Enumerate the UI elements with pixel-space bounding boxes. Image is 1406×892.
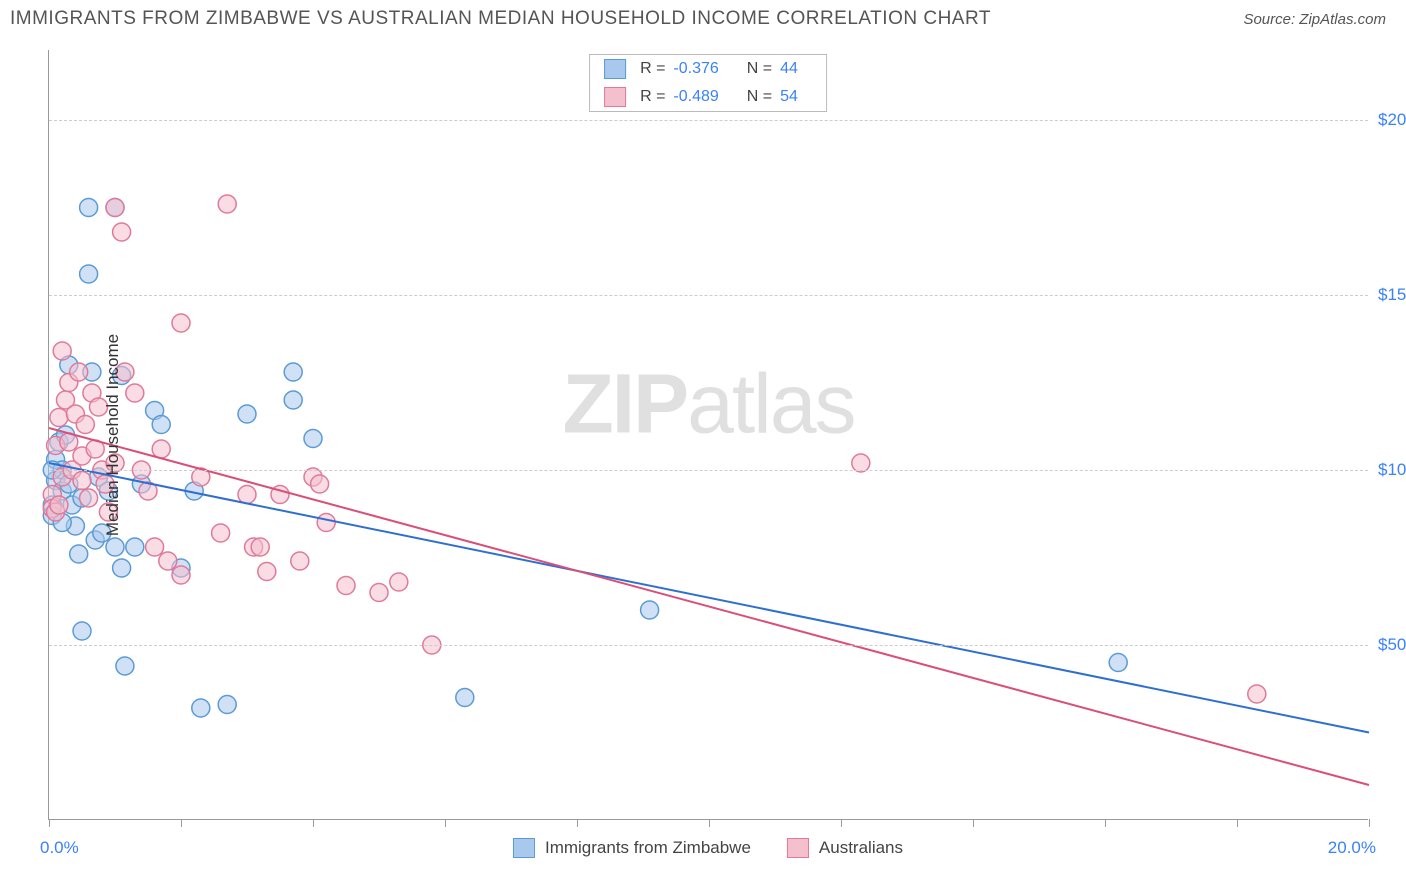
data-point-australians bbox=[258, 563, 276, 581]
data-point-zimbabwe bbox=[456, 689, 474, 707]
chart-container: ZIPatlas $50,000$100,000$150,000$200,000… bbox=[48, 50, 1368, 820]
data-point-australians bbox=[152, 440, 170, 458]
gridline bbox=[49, 470, 1368, 471]
x-tick bbox=[181, 819, 182, 827]
data-point-zimbabwe bbox=[73, 622, 91, 640]
x-tick bbox=[49, 819, 50, 827]
data-point-australians bbox=[113, 223, 131, 241]
data-point-zimbabwe bbox=[106, 538, 124, 556]
data-point-zimbabwe bbox=[152, 416, 170, 434]
r-label: R = bbox=[640, 88, 665, 106]
data-point-australians bbox=[1248, 685, 1266, 703]
n-label: N = bbox=[747, 60, 772, 78]
data-point-australians bbox=[291, 552, 309, 570]
gridline bbox=[49, 120, 1368, 121]
x-axis-max-label: 20.0% bbox=[1328, 838, 1376, 858]
regression-line-zimbabwe bbox=[49, 463, 1369, 733]
r-value-australians: -0.489 bbox=[673, 88, 718, 106]
gridline bbox=[49, 295, 1368, 296]
x-tick bbox=[841, 819, 842, 827]
legend-item-australians: Australians bbox=[787, 838, 903, 858]
data-point-australians bbox=[106, 199, 124, 217]
data-point-australians bbox=[159, 552, 177, 570]
x-tick bbox=[445, 819, 446, 827]
gridline bbox=[49, 645, 1368, 646]
data-point-zimbabwe bbox=[126, 538, 144, 556]
legend-bottom: Immigrants from Zimbabwe Australians bbox=[513, 838, 903, 858]
data-point-australians bbox=[317, 514, 335, 532]
legend-stats-row: R = -0.376 N = 44 bbox=[590, 55, 826, 83]
x-tick bbox=[577, 819, 578, 827]
data-point-zimbabwe bbox=[238, 405, 256, 423]
data-point-zimbabwe bbox=[80, 199, 98, 217]
data-point-australians bbox=[80, 489, 98, 507]
r-label: R = bbox=[640, 60, 665, 78]
data-point-australians bbox=[390, 573, 408, 591]
scatter-svg bbox=[49, 50, 1368, 819]
data-point-zimbabwe bbox=[304, 430, 322, 448]
data-point-australians bbox=[50, 409, 68, 427]
data-point-australians bbox=[238, 486, 256, 504]
data-point-australians bbox=[126, 384, 144, 402]
chart-title: IMMIGRANTS FROM ZIMBABWE VS AUSTRALIAN M… bbox=[10, 8, 991, 30]
r-value-zimbabwe: -0.376 bbox=[673, 60, 718, 78]
legend-swatch-zimbabwe bbox=[513, 838, 535, 858]
data-point-australians bbox=[172, 566, 190, 584]
y-tick-label: $200,000 bbox=[1378, 110, 1406, 130]
x-tick bbox=[1369, 819, 1370, 827]
y-tick-label: $50,000 bbox=[1378, 635, 1406, 655]
data-point-zimbabwe bbox=[80, 265, 98, 283]
data-point-zimbabwe bbox=[113, 559, 131, 577]
legend-swatch-australians bbox=[604, 87, 626, 107]
data-point-australians bbox=[251, 538, 269, 556]
data-point-australians bbox=[311, 475, 329, 493]
legend-stats: R = -0.376 N = 44 R = -0.489 N = 54 bbox=[589, 54, 827, 112]
x-tick bbox=[973, 819, 974, 827]
data-point-australians bbox=[370, 584, 388, 602]
legend-label-zimbabwe: Immigrants from Zimbabwe bbox=[545, 838, 751, 858]
x-tick bbox=[1105, 819, 1106, 827]
data-point-australians bbox=[70, 363, 88, 381]
data-point-australians bbox=[50, 496, 68, 514]
data-point-australians bbox=[146, 538, 164, 556]
data-point-zimbabwe bbox=[641, 601, 659, 619]
n-value-australians: 54 bbox=[780, 88, 798, 106]
y-axis-label: Median Household Income bbox=[103, 334, 123, 536]
legend-swatch-australians bbox=[787, 838, 809, 858]
data-point-zimbabwe bbox=[284, 363, 302, 381]
legend-stats-row: R = -0.489 N = 54 bbox=[590, 83, 826, 111]
n-value-zimbabwe: 44 bbox=[780, 60, 798, 78]
data-point-zimbabwe bbox=[70, 545, 88, 563]
data-point-zimbabwe bbox=[1109, 654, 1127, 672]
data-point-australians bbox=[218, 195, 236, 213]
x-tick bbox=[313, 819, 314, 827]
legend-item-zimbabwe: Immigrants from Zimbabwe bbox=[513, 838, 751, 858]
x-tick bbox=[1237, 819, 1238, 827]
regression-line-australians bbox=[49, 428, 1369, 785]
y-tick-label: $100,000 bbox=[1378, 460, 1406, 480]
source-attribution: Source: ZipAtlas.com bbox=[1243, 11, 1386, 28]
legend-swatch-zimbabwe bbox=[604, 59, 626, 79]
data-point-australians bbox=[73, 472, 91, 490]
data-point-zimbabwe bbox=[192, 699, 210, 717]
data-point-australians bbox=[76, 416, 94, 434]
data-point-australians bbox=[53, 342, 71, 360]
legend-label-australians: Australians bbox=[819, 838, 903, 858]
plot-area: ZIPatlas $50,000$100,000$150,000$200,000 bbox=[48, 50, 1368, 820]
data-point-australians bbox=[172, 314, 190, 332]
data-point-zimbabwe bbox=[284, 391, 302, 409]
x-tick bbox=[709, 819, 710, 827]
data-point-zimbabwe bbox=[218, 696, 236, 714]
data-point-australians bbox=[212, 524, 230, 542]
data-point-zimbabwe bbox=[116, 657, 134, 675]
data-point-australians bbox=[337, 577, 355, 595]
x-axis-min-label: 0.0% bbox=[40, 838, 79, 858]
y-tick-label: $150,000 bbox=[1378, 285, 1406, 305]
n-label: N = bbox=[747, 88, 772, 106]
header: IMMIGRANTS FROM ZIMBABWE VS AUSTRALIAN M… bbox=[0, 0, 1406, 34]
